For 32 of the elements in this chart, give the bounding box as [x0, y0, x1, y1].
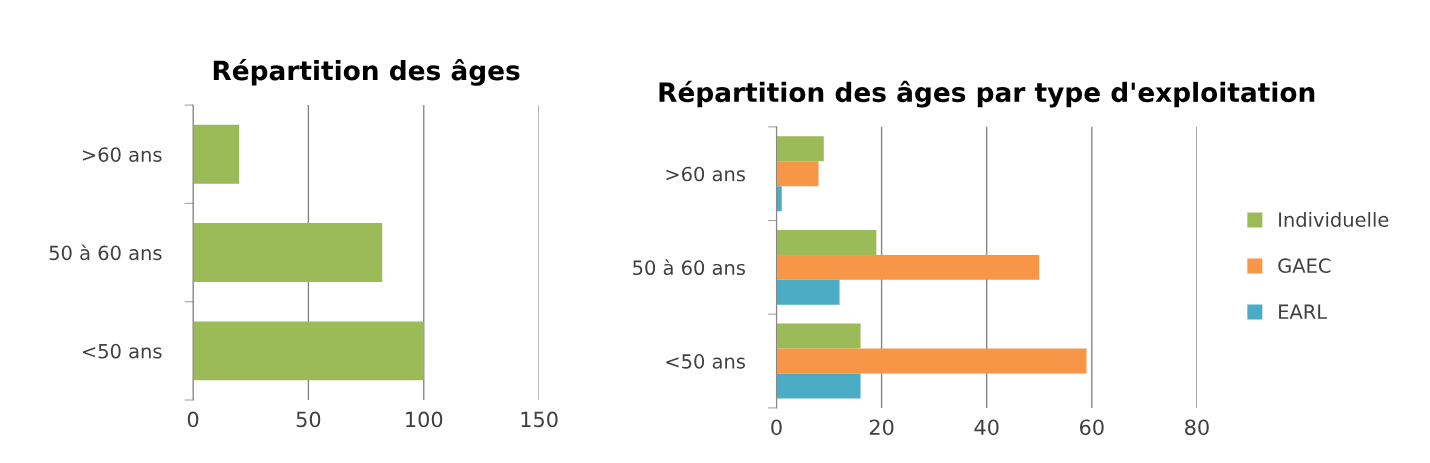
x-tick-label: 0: [771, 419, 782, 436]
y-tick-label: >60 ans: [82, 147, 162, 162]
bar: [193, 321, 424, 381]
x-tick-label: 50: [296, 411, 321, 428]
y-tick-label: <50 ans: [666, 354, 745, 369]
legend-label: EARL: [1279, 304, 1328, 319]
bar: [776, 229, 877, 255]
legend-label: GAEC: [1278, 258, 1331, 274]
legend-label: Individuelle: [1279, 211, 1389, 227]
chart-title: Répartition des âges: [213, 58, 520, 86]
y-tick-label: 50 à 60 ans: [49, 244, 162, 261]
x-tick-label: 150: [521, 411, 558, 428]
x-tick-label: 60: [1080, 419, 1104, 436]
bar: [776, 161, 819, 187]
bar: [776, 254, 1040, 280]
bar: [193, 223, 383, 283]
bar: [776, 348, 1087, 374]
x-tick-label: 20: [869, 419, 894, 436]
bar: [193, 124, 240, 184]
y-tick-label: 50 à 60 ans: [633, 259, 745, 276]
x-tick-label: 100: [406, 411, 443, 428]
bar: [776, 373, 861, 399]
y-tick-label: <50 ans: [82, 343, 162, 359]
chart-title: Répartition des âges par type d'exploitation: [659, 80, 1315, 108]
bar: [776, 279, 840, 305]
bar: [776, 323, 861, 349]
bar: [776, 186, 782, 212]
bar: [776, 136, 824, 162]
y-tick-label: >60 ans: [666, 166, 745, 182]
x-tick-label: 40: [974, 419, 999, 436]
x-tick-label: 80: [1185, 419, 1209, 436]
x-tick-label: 0: [187, 411, 199, 428]
